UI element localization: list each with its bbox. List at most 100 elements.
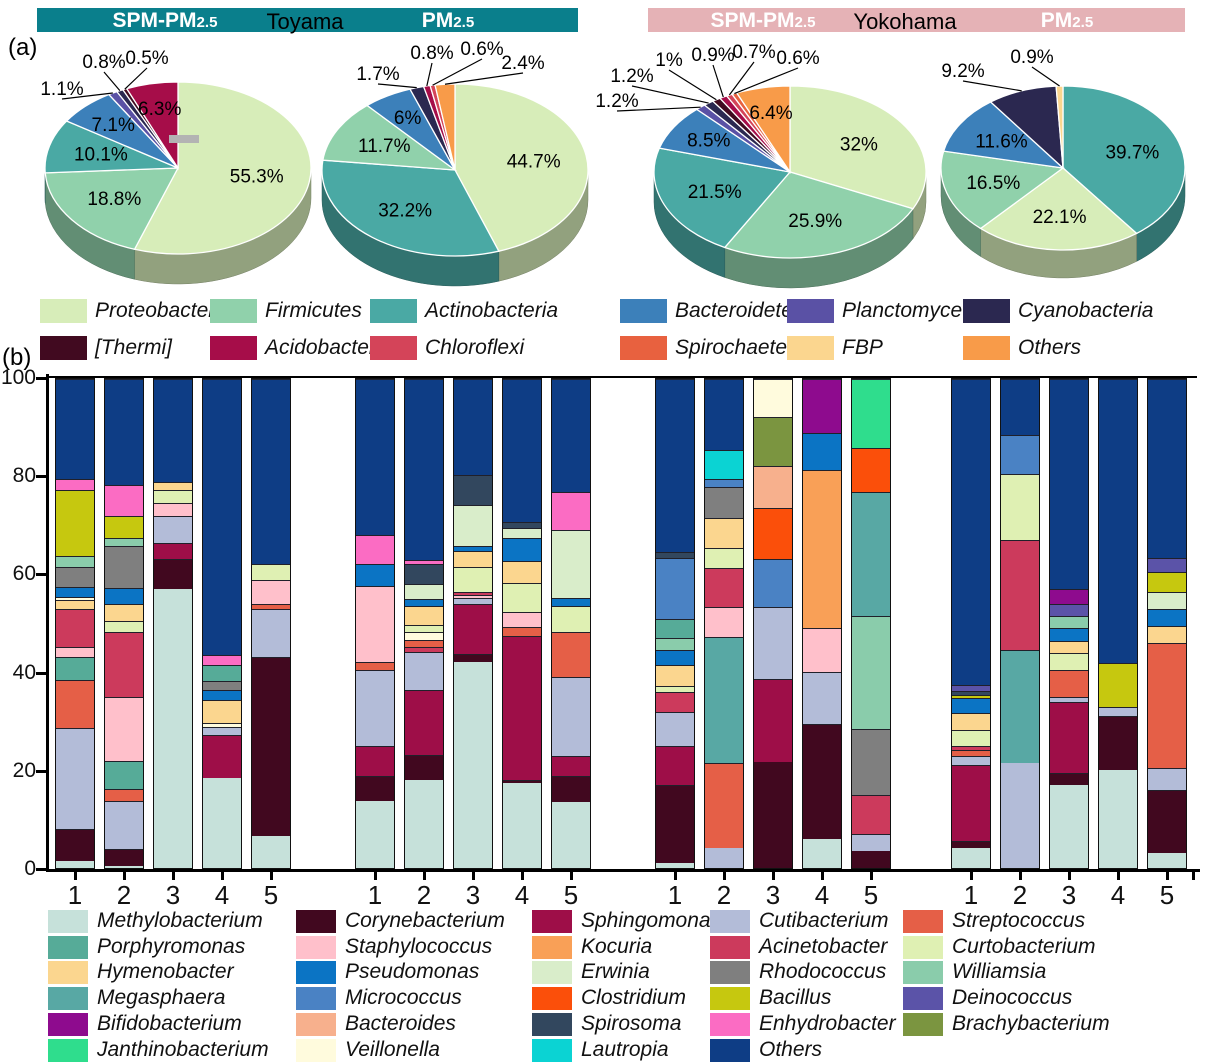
phyla-legend-swatch <box>210 299 257 323</box>
bar-segment <box>952 745 990 750</box>
x-tick-label: 1 <box>963 880 979 910</box>
bar-segment <box>803 628 841 673</box>
bar-segment <box>203 699 241 723</box>
x-tick <box>220 872 224 880</box>
x-tick <box>471 872 475 880</box>
pie-slice-label: 7.1% <box>92 115 135 136</box>
genus-legend-label: Bifidobacterium <box>97 1011 242 1035</box>
header-yokohama-city-label: Yokohama <box>853 9 957 34</box>
x-tick <box>269 872 273 880</box>
bar-segment <box>56 728 94 829</box>
genus-legend-swatch <box>48 1012 88 1036</box>
bar-segment <box>803 469 841 629</box>
bar-segment <box>705 518 743 548</box>
bar-segment <box>105 603 143 621</box>
bar <box>753 378 793 869</box>
genus-legend-label: Deinococcus <box>952 986 1073 1010</box>
bar <box>551 378 591 869</box>
bar <box>55 378 95 869</box>
bar-segment <box>1148 557 1186 573</box>
genus-legend-swatch <box>48 987 88 1011</box>
bar-segment <box>1099 706 1137 717</box>
bar-segment <box>356 534 394 565</box>
genus-legend-swatch <box>710 1012 750 1036</box>
bar-segment <box>105 537 143 547</box>
pie-label-leader <box>426 62 433 87</box>
pie-label-leader <box>962 80 1022 92</box>
pie-label-leader <box>377 83 417 89</box>
pie-slice <box>454 83 589 252</box>
bar-segment <box>952 848 990 868</box>
pie-label-leader <box>668 69 717 101</box>
y-tick-label: 20 <box>12 758 36 782</box>
bar-segment <box>405 652 443 691</box>
pie-slice <box>321 159 500 257</box>
pie-slice-label: 32% <box>840 134 878 155</box>
phyla-legend-label: Acidobacteria <box>265 336 393 359</box>
genus-legend-swatch <box>296 961 336 985</box>
y-tick-label: 80 <box>12 464 36 488</box>
bar-segment <box>1050 652 1088 670</box>
x-tick-label: 2 <box>116 880 132 910</box>
header-toyama-city-label: Toyama <box>266 9 344 34</box>
genus-legend-swatch <box>710 935 750 959</box>
bar-segment <box>356 564 394 586</box>
bar-segment <box>952 690 990 695</box>
bar-segment <box>803 672 841 724</box>
genus-legend-swatch <box>903 987 943 1011</box>
bar-segment <box>552 492 590 530</box>
bar-segment <box>952 749 990 756</box>
pie-slice-label: 10.1% <box>74 145 128 166</box>
genus-legend-swatch <box>710 961 750 985</box>
bar-segment <box>705 567 743 608</box>
bar-segment <box>952 379 990 685</box>
bar-segment <box>56 586 94 597</box>
pie-slice-label: 16.5% <box>966 173 1020 194</box>
bar-segment <box>1050 628 1088 641</box>
bar-segment <box>656 665 694 686</box>
bar-segment <box>405 584 443 600</box>
pie-slice-label: 6.3% <box>138 99 181 120</box>
bar-segment <box>1050 616 1088 629</box>
bar-segment <box>705 607 743 638</box>
x-tick-label: 1 <box>367 880 383 910</box>
bar-segment <box>405 379 443 561</box>
bar-segment <box>705 762 743 849</box>
bar-segment <box>56 609 94 648</box>
bar-segment <box>503 538 541 562</box>
bar-segment <box>56 647 94 658</box>
phyla-legend-swatch <box>620 336 667 360</box>
x-tick <box>122 872 126 880</box>
bar-segment <box>203 681 241 690</box>
pie-slice-label: 0.9% <box>691 45 734 66</box>
bar-segment <box>1001 435 1039 475</box>
x-tick <box>1192 872 1195 880</box>
pie-slice-label: 8.5% <box>687 131 730 152</box>
phyla-legend-label: Bacteroidetes <box>675 299 804 322</box>
pie-label-leader <box>728 61 755 96</box>
pie-slice-label: 22.1% <box>1033 207 1087 228</box>
bar-segment <box>503 582 541 613</box>
bar-segment <box>1050 696 1088 702</box>
bar-segment <box>454 505 492 547</box>
bar-segment <box>1050 701 1088 773</box>
pie-label-leader <box>432 58 483 86</box>
bar-segment <box>852 850 890 868</box>
y-tick <box>36 475 46 479</box>
x-tick <box>373 872 377 880</box>
pie-slice-label: 0.8% <box>82 52 125 73</box>
pie-slice <box>44 167 180 251</box>
x-tick-label: 1 <box>667 880 683 910</box>
bar-segment <box>1050 379 1088 590</box>
bar-segment <box>852 794 890 834</box>
bar <box>1000 378 1040 869</box>
phyla-legend-label: Actinobacteria <box>425 299 559 322</box>
y-tick <box>36 868 46 871</box>
bar-segment <box>154 503 192 517</box>
bar-segment <box>1099 770 1137 868</box>
bar-segment <box>454 595 492 598</box>
bar-segment <box>1099 379 1137 663</box>
bar-segment <box>952 694 990 698</box>
bar-segment <box>1001 379 1039 436</box>
bar-segment <box>405 754 443 780</box>
